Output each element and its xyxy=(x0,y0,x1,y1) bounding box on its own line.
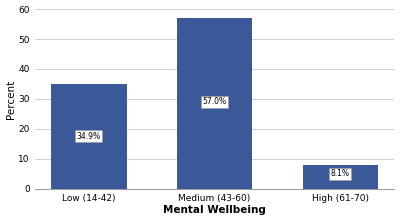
Bar xyxy=(51,84,126,189)
Text: 34.9%: 34.9% xyxy=(77,132,101,141)
Text: 8.1%: 8.1% xyxy=(331,169,350,178)
Text: 57.0%: 57.0% xyxy=(202,97,227,107)
Bar xyxy=(177,18,252,189)
Bar xyxy=(303,165,378,189)
X-axis label: Mental Wellbeing: Mental Wellbeing xyxy=(163,206,266,215)
Y-axis label: Percent: Percent xyxy=(6,79,16,118)
